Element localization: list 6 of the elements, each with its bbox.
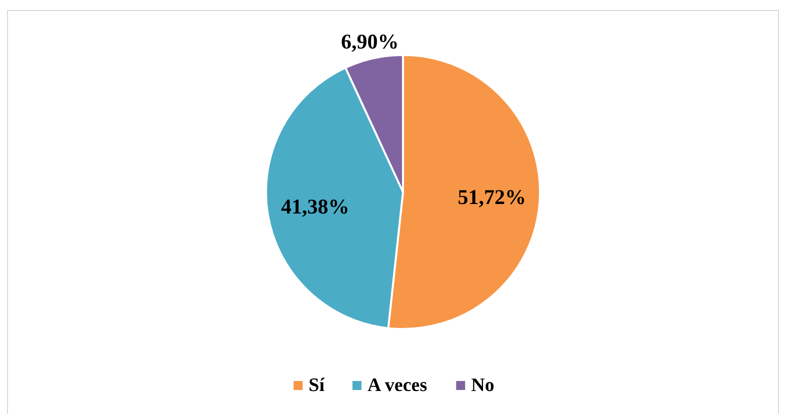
data-label: 41,38% (281, 194, 350, 218)
legend-label: No (471, 375, 494, 396)
legend-label: A veces (367, 375, 428, 396)
data-label: 6,90% (341, 30, 399, 54)
data-label: 51,72% (458, 184, 526, 209)
legend-label: Sí (308, 375, 326, 396)
